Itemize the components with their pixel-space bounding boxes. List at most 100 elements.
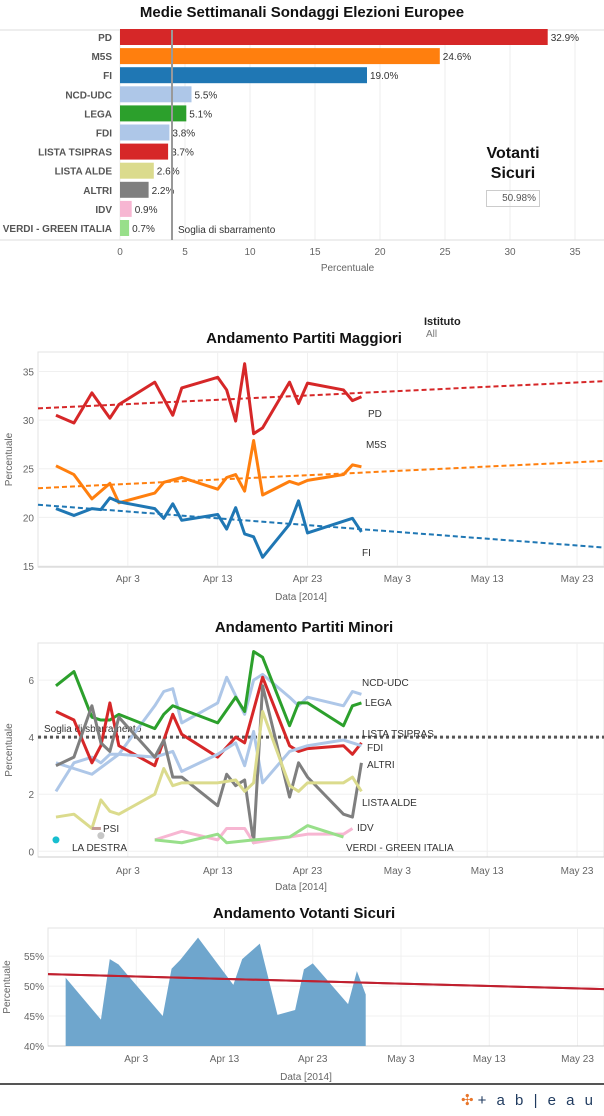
bar-x-tick: 35 <box>569 247 581 258</box>
bar-category-label: IDV <box>95 205 112 216</box>
bar-lista-alde[interactable] <box>120 163 154 179</box>
bar-x-tick: 10 <box>244 247 256 258</box>
m5s-line[interactable] <box>56 441 361 503</box>
lega-line[interactable] <box>56 652 361 729</box>
bar-value-label: 0.9% <box>135 205 158 216</box>
istituto-filter[interactable]: Istituto All <box>424 316 461 340</box>
x-tick-label: Apr 23 <box>298 1054 328 1065</box>
major-parties-title: Andamento Partiti Maggiori <box>206 330 402 347</box>
votanti-sicuri-card: Votanti Sicuri 50.98% <box>470 144 556 207</box>
idv-label: IDV <box>357 823 374 834</box>
y-tick-label: 15 <box>23 562 35 573</box>
votanti-title-line2: Sicuri <box>470 164 556 184</box>
x-tick-label: May 13 <box>471 866 504 877</box>
y-axis-title: Percentuale <box>4 432 15 486</box>
lista-alde-label: LISTA ALDE <box>362 798 417 809</box>
pd-label: PD <box>368 409 382 420</box>
bar-x-tick: 0 <box>117 247 123 258</box>
filter-label: Istituto <box>424 316 461 328</box>
bar-verdi-green-italia[interactable] <box>120 220 129 236</box>
y-tick-label: 30 <box>23 416 35 427</box>
votanti-trend-title: Andamento Votanti Sicuri <box>213 905 395 922</box>
bar-x-tick: 5 <box>182 247 188 258</box>
bar-value-label: 3.8% <box>172 129 195 140</box>
bar-idv[interactable] <box>120 201 132 217</box>
x-axis-title: Data [2014] <box>280 1072 332 1083</box>
x-tick-label: Apr 23 <box>293 574 323 585</box>
bar-x-tick: 15 <box>309 247 321 258</box>
bar-category-label: ALTRI <box>83 186 112 197</box>
ncd-udc-label: NCD-UDC <box>362 678 409 689</box>
bar-category-label: LISTA ALDE <box>55 167 113 178</box>
bar-value-label: 19.0% <box>370 71 398 82</box>
bar-value-label: 5.5% <box>195 90 218 101</box>
minor-parties-title: Andamento Partiti Minori <box>215 619 393 636</box>
x-tick-label: May 3 <box>387 1054 415 1065</box>
y-tick-label: 4 <box>28 733 34 744</box>
x-tick-label: May 3 <box>384 866 412 877</box>
y-tick-label: 55% <box>24 952 44 963</box>
altri-label: ALTRI <box>367 760 395 771</box>
fdi-label: FDI <box>367 743 383 754</box>
x-axis-title: Data [2014] <box>275 592 327 603</box>
y-tick-label: 20 <box>23 513 35 524</box>
x-axis-title: Data [2014] <box>275 882 327 893</box>
tableau-wordmark: + a b | e a u <box>478 1092 596 1109</box>
y-tick-label: 40% <box>24 1042 44 1053</box>
bar-category-label: PD <box>98 33 112 44</box>
bar-category-label: FI <box>103 71 112 82</box>
y-tick-label: 45% <box>24 1012 44 1023</box>
bar-category-label: LISTA TSIPRAS <box>38 148 112 159</box>
psi-label: PSI <box>103 824 119 835</box>
fi-trend-line <box>38 505 604 548</box>
bar-ncd-udc[interactable] <box>120 86 192 102</box>
votanti-area[interactable] <box>66 938 366 1046</box>
bar-fi[interactable] <box>120 67 367 83</box>
x-tick-label: Apr 3 <box>116 574 140 585</box>
y-axis-title: Percentuale <box>4 723 15 777</box>
pd-line[interactable] <box>56 364 361 434</box>
m5s-trend-line <box>38 461 604 488</box>
lista-tsipras-label: LISTA TSIPRAS <box>362 729 434 740</box>
bar-value-label: 0.7% <box>132 224 155 235</box>
votanti-value: 50.98% <box>486 190 540 207</box>
x-tick-label: Apr 3 <box>124 1054 148 1065</box>
x-tick-label: Apr 13 <box>203 866 233 877</box>
verdi-green-italia-label: VERDI - GREEN ITALIA <box>346 843 454 854</box>
fi-line[interactable] <box>56 498 361 557</box>
y-tick-label: 25 <box>23 465 35 476</box>
x-tick-label: Apr 13 <box>203 574 233 585</box>
bar-category-label: FDI <box>96 129 112 140</box>
bar-fdi[interactable] <box>120 125 169 141</box>
bar-m5s[interactable] <box>120 48 440 64</box>
bar-lista-tsipras[interactable] <box>120 144 168 160</box>
x-tick-label: Apr 3 <box>116 866 140 877</box>
y-tick-label: 50% <box>24 982 44 993</box>
bar-x-tick: 25 <box>439 247 451 258</box>
bar-value-label: 32.9% <box>551 33 579 44</box>
y-tick-label: 6 <box>28 676 34 687</box>
tableau-logo[interactable]: ✣+ a b | e a u <box>461 1091 596 1109</box>
x-tick-label: May 3 <box>384 574 412 585</box>
bar-altri[interactable] <box>120 182 149 198</box>
bar-lega[interactable] <box>120 105 186 121</box>
bar-value-label: 3.7% <box>171 148 194 159</box>
bar-value-label: 2.6% <box>157 167 180 178</box>
bar-x-axis-title: Percentuale <box>321 263 375 274</box>
x-tick-label: May 23 <box>561 1054 594 1065</box>
x-tick-label: Apr 23 <box>293 866 323 877</box>
bar-category-label: M5S <box>91 52 112 63</box>
la-destra-point[interactable] <box>52 836 59 843</box>
bar-category-label: LEGA <box>84 109 112 120</box>
la-destra-label: LA DESTRA <box>72 843 127 854</box>
y-axis-title: Percentuale <box>2 960 13 1014</box>
y-tick-label: 0 <box>28 847 34 858</box>
bar-chart-title: Medie Settimanali Sondaggi Elezioni Euro… <box>140 4 464 21</box>
votanti-title-line1: Votanti <box>470 144 556 164</box>
bar-pd[interactable] <box>120 29 548 45</box>
y-tick-label: 35 <box>23 367 35 378</box>
series-point[interactable] <box>97 832 104 839</box>
footer: ✣+ a b | e a u <box>0 1083 604 1116</box>
x-tick-label: Apr 13 <box>210 1054 240 1065</box>
filter-value[interactable]: All <box>426 329 461 340</box>
